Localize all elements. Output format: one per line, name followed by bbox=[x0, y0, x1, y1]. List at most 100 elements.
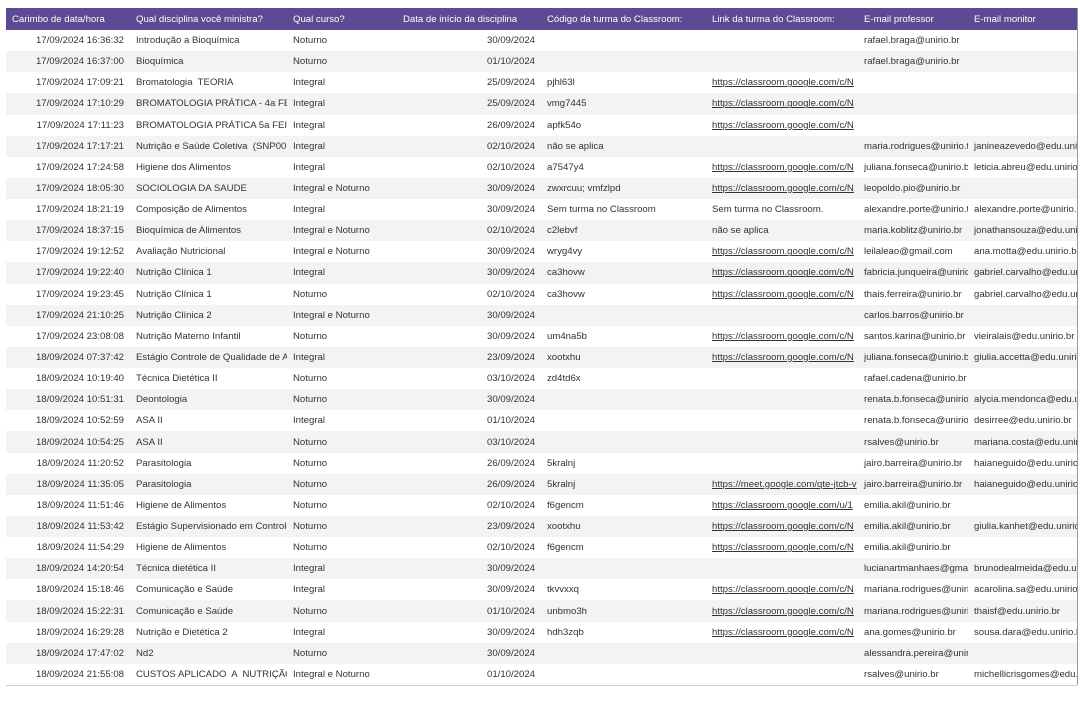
link-cell[interactable]: https://classroom.google.com/c/N bbox=[712, 267, 854, 279]
link-cell[interactable]: https://classroom.google.com/c/N bbox=[712, 77, 854, 89]
cell: 30/09/2024 bbox=[486, 35, 535, 47]
cell: 30/09/2024 bbox=[486, 204, 535, 216]
cell: Noturno bbox=[293, 288, 328, 300]
cell: 18/09/2024 10:52:59 bbox=[35, 415, 124, 427]
header-cell: Link da turma do Classroom: bbox=[712, 13, 835, 25]
cell: mariana.rodrigues@uniri bbox=[864, 584, 968, 596]
link-cell[interactable]: https://classroom.google.com/c/N bbox=[712, 182, 854, 194]
cell: 18/09/2024 07:37:42 bbox=[35, 351, 124, 363]
cell: Bioquímica bbox=[136, 56, 184, 68]
cell: 17/09/2024 18:21:19 bbox=[35, 204, 124, 216]
link-cell[interactable]: https://classroom.google.com/c/N bbox=[712, 626, 854, 638]
cell: Bromatologia TEORIA bbox=[136, 77, 234, 89]
data-row: 17/09/2024 17:09:21 Bromatologia TEORIA In… bbox=[6, 72, 1077, 93]
link-cell[interactable]: https://classroom.google.com/c/N bbox=[712, 98, 854, 110]
cell: lucianartmanhaes@gma bbox=[864, 563, 968, 575]
cell: Nutrição Clínica 1 bbox=[136, 267, 212, 279]
cell: acarolina.sa@edu.unirio. bbox=[974, 584, 1077, 596]
cell: alycia.mendonca@edu.un bbox=[974, 394, 1077, 406]
cell: jairo.barreira@unirio.br bbox=[864, 457, 963, 469]
cell: emilia.akil@unirio.br bbox=[864, 499, 951, 511]
cell: renata.b.fonseca@unirio.br bbox=[864, 394, 968, 406]
data-row: 18/09/2024 10:54:25 ASA II Noturno 03/10/20… bbox=[6, 431, 1077, 453]
link-cell[interactable]: https://classroom.google.com/c/N bbox=[712, 605, 854, 617]
cell: ana.gomes@unirio.br bbox=[864, 626, 956, 638]
header-row: Carimbo de data/hora Qual disciplina você… bbox=[6, 8, 1077, 30]
cell: haianeguido@edu.unirio. bbox=[974, 478, 1077, 490]
cell: Noturno bbox=[293, 436, 328, 448]
cell: sousa.dara@edu.unirio.b bbox=[974, 626, 1077, 638]
header-cell: E-mail professor bbox=[864, 13, 934, 25]
link-cell[interactable]: https://classroom.google.com/c/N bbox=[712, 246, 854, 258]
cell: Integral bbox=[293, 626, 325, 638]
data-row: 18/09/2024 10:19:40 Técnica Dietética II N… bbox=[6, 368, 1077, 389]
link-cell[interactable]: https://classroom.google.com/c/N bbox=[712, 161, 854, 173]
header-cell: E-mail monitor bbox=[974, 13, 1036, 25]
cell: Nutrição Materno Infantil bbox=[136, 330, 241, 342]
cell: 23/09/2024 bbox=[486, 521, 535, 533]
cell: Técnica dietética II bbox=[136, 563, 216, 575]
cell: brunodealmeida@edu.ur bbox=[974, 563, 1077, 575]
cell: ca3hovw bbox=[547, 267, 585, 279]
link-cell[interactable]: https://classroom.google.com/c/N bbox=[712, 288, 854, 300]
cell: Integral bbox=[293, 267, 325, 279]
cell: um4na5b bbox=[547, 330, 588, 342]
cell: Higiene dos Alimentos bbox=[136, 161, 231, 173]
cell: não se aplica bbox=[712, 225, 769, 237]
cell: Noturno bbox=[293, 647, 328, 659]
header-cell: Data de início da disciplina bbox=[403, 13, 518, 25]
cell: mariana.rodrigues@uniri bbox=[864, 605, 968, 617]
cell: mariana.costa@edu.unir bbox=[974, 436, 1077, 448]
cell: f6gencm bbox=[547, 542, 584, 554]
cell: wryg4vy bbox=[547, 246, 583, 258]
cell: 01/10/2024 bbox=[486, 668, 535, 680]
cell: não se aplica bbox=[547, 140, 604, 152]
cell: 5kralnj bbox=[547, 457, 576, 469]
sheet-bottom bbox=[6, 685, 1077, 686]
cell: Sem turma no Classroom bbox=[547, 204, 656, 216]
cell: Parasitologia bbox=[136, 457, 192, 469]
cell: 18/09/2024 11:51:46 bbox=[36, 499, 124, 511]
cell: michellicrisgomes@edu.un bbox=[974, 668, 1077, 680]
data-row: 17/09/2024 19:22:40 Nutrição Clínica 1 Int… bbox=[6, 262, 1077, 284]
cell: ASA II bbox=[136, 415, 163, 427]
link-cell[interactable]: https://classroom.google.com/c/N bbox=[712, 542, 854, 554]
data-row: 18/09/2024 11:20:52 Parasitologia Noturno 2… bbox=[6, 453, 1077, 474]
data-row: 18/09/2024 17:47:02 Nd2 Noturno 30/09/2024 a… bbox=[6, 642, 1077, 664]
cell: 17/09/2024 16:37:00 bbox=[35, 56, 124, 68]
link-cell[interactable]: https://classroom.google.com/c/N bbox=[712, 119, 854, 131]
cell: rsalves@unirio.br bbox=[864, 668, 939, 680]
cell: BROMATOLOGIA PRÁTICA - 4a FEIR bbox=[136, 98, 287, 110]
cell: 18/09/2024 10:54:25 bbox=[35, 436, 124, 448]
link-cell[interactable]: https://classroom.google.com/c/N bbox=[712, 351, 854, 363]
cell: 30/09/2024 bbox=[486, 626, 535, 638]
link-cell[interactable]: https://classroom.google.com/c/N bbox=[712, 584, 854, 596]
cell: leilaleao@gmail.com bbox=[864, 246, 953, 258]
link-cell[interactable]: https://classroom.google.com/c/N bbox=[712, 330, 854, 342]
link-cell[interactable]: https://classroom.google.com/u/1 bbox=[712, 499, 853, 511]
header-cell: Qual curso? bbox=[293, 13, 345, 25]
cell: Integral bbox=[293, 204, 325, 216]
cell: 01/10/2024 bbox=[486, 415, 535, 427]
cell: 17/09/2024 18:05:30 bbox=[35, 182, 124, 194]
cell: 18/09/2024 17:47:02 bbox=[35, 647, 124, 659]
cell: 30/09/2024 bbox=[486, 584, 535, 596]
cell: 02/10/2024 bbox=[486, 140, 535, 152]
link-cell[interactable]: https://classroom.google.com/c/N bbox=[712, 521, 854, 533]
cell: 18/09/2024 15:18:46 bbox=[35, 584, 124, 596]
cell: 02/10/2024 bbox=[486, 499, 535, 511]
cell: Integral e Noturno bbox=[293, 246, 370, 258]
cell: Integral bbox=[293, 584, 325, 596]
cell: thais.ferreira@unirio.br bbox=[864, 288, 962, 300]
data-row: 17/09/2024 17:11:23 BROMATOLOGIA PRÁTICA … bbox=[6, 115, 1077, 136]
cell: tkvvxxq bbox=[547, 584, 579, 596]
cell: 17/09/2024 21:10:25 bbox=[35, 309, 124, 321]
cell: 30/09/2024 bbox=[486, 182, 535, 194]
cell: 18/09/2024 11:53:42 bbox=[36, 521, 124, 533]
cell: Integral bbox=[293, 415, 325, 427]
cell: 30/09/2024 bbox=[486, 309, 535, 321]
cell: 17/09/2024 23:08:08 bbox=[35, 330, 124, 342]
data-row: 18/09/2024 11:51:46 Higiene de Alimentos N… bbox=[6, 495, 1077, 516]
link-cell[interactable]: https://meet.google.com/qte-jtcb-v bbox=[712, 478, 857, 490]
cell: Integral e Noturno bbox=[293, 309, 370, 321]
